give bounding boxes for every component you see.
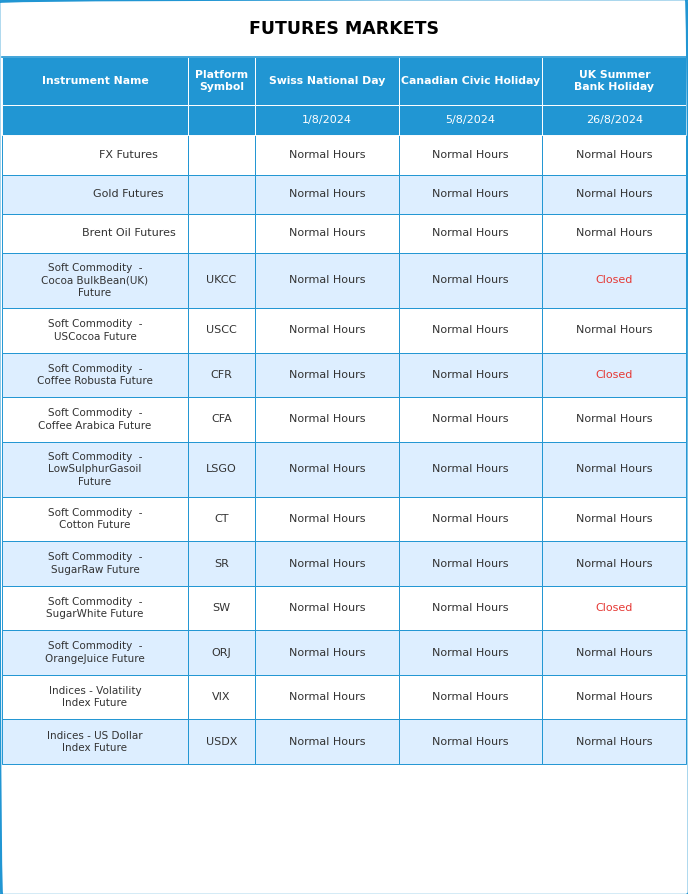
Text: Indices - Volatility
Index Future: Indices - Volatility Index Future: [49, 686, 141, 708]
Bar: [188, 174, 255, 214]
Bar: [399, 720, 542, 764]
Bar: [2, 135, 188, 174]
Bar: [255, 720, 399, 764]
Text: Normal Hours: Normal Hours: [432, 647, 509, 658]
Bar: [399, 675, 542, 720]
Bar: [399, 442, 542, 497]
Text: Normal Hours: Normal Hours: [576, 415, 653, 425]
Bar: [2, 675, 188, 720]
Bar: [188, 352, 255, 397]
Bar: [2, 253, 686, 308]
Bar: [2, 397, 686, 442]
Bar: [188, 675, 255, 720]
Bar: [2, 542, 188, 586]
Bar: [542, 214, 686, 253]
Text: Normal Hours: Normal Hours: [289, 514, 365, 524]
Bar: [188, 586, 255, 630]
Text: Closed: Closed: [596, 370, 633, 380]
Bar: [2, 720, 686, 764]
Text: Normal Hours: Normal Hours: [289, 275, 365, 285]
Bar: [542, 253, 686, 308]
Text: Normal Hours: Normal Hours: [289, 370, 365, 380]
Bar: [255, 253, 399, 308]
Text: Soft Commodity  -
SugarRaw Future: Soft Commodity - SugarRaw Future: [47, 552, 142, 575]
Text: Normal Hours: Normal Hours: [576, 325, 653, 335]
Text: Gold Futures: Gold Futures: [93, 190, 164, 199]
Bar: [2, 57, 686, 135]
Text: Normal Hours: Normal Hours: [432, 150, 509, 160]
Bar: [2, 174, 686, 214]
Text: Normal Hours: Normal Hours: [432, 559, 509, 569]
Bar: [2, 586, 188, 630]
Bar: [399, 174, 542, 214]
Text: Closed: Closed: [596, 275, 633, 285]
Bar: [399, 397, 542, 442]
Bar: [2, 720, 188, 764]
Text: FUTURES MARKETS: FUTURES MARKETS: [249, 21, 439, 38]
Text: Normal Hours: Normal Hours: [576, 228, 653, 239]
Bar: [542, 57, 686, 105]
Text: CFR: CFR: [211, 370, 233, 380]
Bar: [255, 57, 399, 105]
Text: Normal Hours: Normal Hours: [576, 514, 653, 524]
Text: Normal Hours: Normal Hours: [432, 190, 509, 199]
Text: 26/8/2024: 26/8/2024: [585, 115, 643, 125]
Text: Normal Hours: Normal Hours: [432, 464, 509, 474]
Text: Normal Hours: Normal Hours: [289, 737, 365, 746]
Bar: [399, 308, 542, 352]
Bar: [399, 57, 542, 105]
Text: Soft Commodity  -
SugarWhite Future: Soft Commodity - SugarWhite Future: [46, 597, 144, 620]
Text: Normal Hours: Normal Hours: [432, 737, 509, 746]
Text: Platform
Symbol: Platform Symbol: [195, 70, 248, 92]
Bar: [542, 174, 686, 214]
Bar: [399, 253, 542, 308]
Bar: [2, 675, 686, 720]
Bar: [255, 497, 399, 542]
Bar: [255, 135, 399, 174]
Text: Normal Hours: Normal Hours: [289, 415, 365, 425]
Bar: [2, 497, 188, 542]
Bar: [2, 105, 188, 135]
Text: VIX: VIX: [212, 692, 230, 702]
Text: Soft Commodity  -
OrangeJuice Future: Soft Commodity - OrangeJuice Future: [45, 642, 144, 664]
Text: Normal Hours: Normal Hours: [432, 325, 509, 335]
Bar: [2, 174, 188, 214]
Text: Normal Hours: Normal Hours: [576, 692, 653, 702]
Bar: [255, 352, 399, 397]
Text: USCC: USCC: [206, 325, 237, 335]
Text: Soft Commodity  -
Coffee Robusta Future: Soft Commodity - Coffee Robusta Future: [37, 364, 153, 386]
Bar: [542, 308, 686, 352]
Bar: [542, 630, 686, 675]
Bar: [188, 442, 255, 497]
Bar: [255, 442, 399, 497]
Bar: [2, 630, 188, 675]
Bar: [255, 397, 399, 442]
Bar: [2, 497, 686, 542]
Bar: [188, 253, 255, 308]
Bar: [2, 135, 686, 174]
Bar: [2, 397, 188, 442]
Bar: [2, 253, 188, 308]
Text: Normal Hours: Normal Hours: [289, 325, 365, 335]
Text: Canadian Civic Holiday: Canadian Civic Holiday: [401, 76, 540, 86]
Bar: [399, 352, 542, 397]
Bar: [188, 397, 255, 442]
Text: Normal Hours: Normal Hours: [289, 464, 365, 474]
Text: Soft Commodity  -
USCocoa Future: Soft Commodity - USCocoa Future: [47, 319, 142, 342]
Bar: [542, 135, 686, 174]
Text: Normal Hours: Normal Hours: [289, 150, 365, 160]
Bar: [542, 586, 686, 630]
Bar: [2, 442, 686, 497]
Text: UK Summer
Bank Holiday: UK Summer Bank Holiday: [574, 70, 654, 92]
Text: Normal Hours: Normal Hours: [289, 228, 365, 239]
Bar: [2, 352, 686, 397]
Bar: [188, 135, 255, 174]
Text: LSGO: LSGO: [206, 464, 237, 474]
Bar: [2, 308, 686, 352]
Bar: [2, 442, 188, 497]
Text: Normal Hours: Normal Hours: [576, 150, 653, 160]
Bar: [2, 630, 686, 675]
Bar: [255, 308, 399, 352]
Text: Soft Commodity  -
Coffee Arabica Future: Soft Commodity - Coffee Arabica Future: [39, 409, 151, 431]
